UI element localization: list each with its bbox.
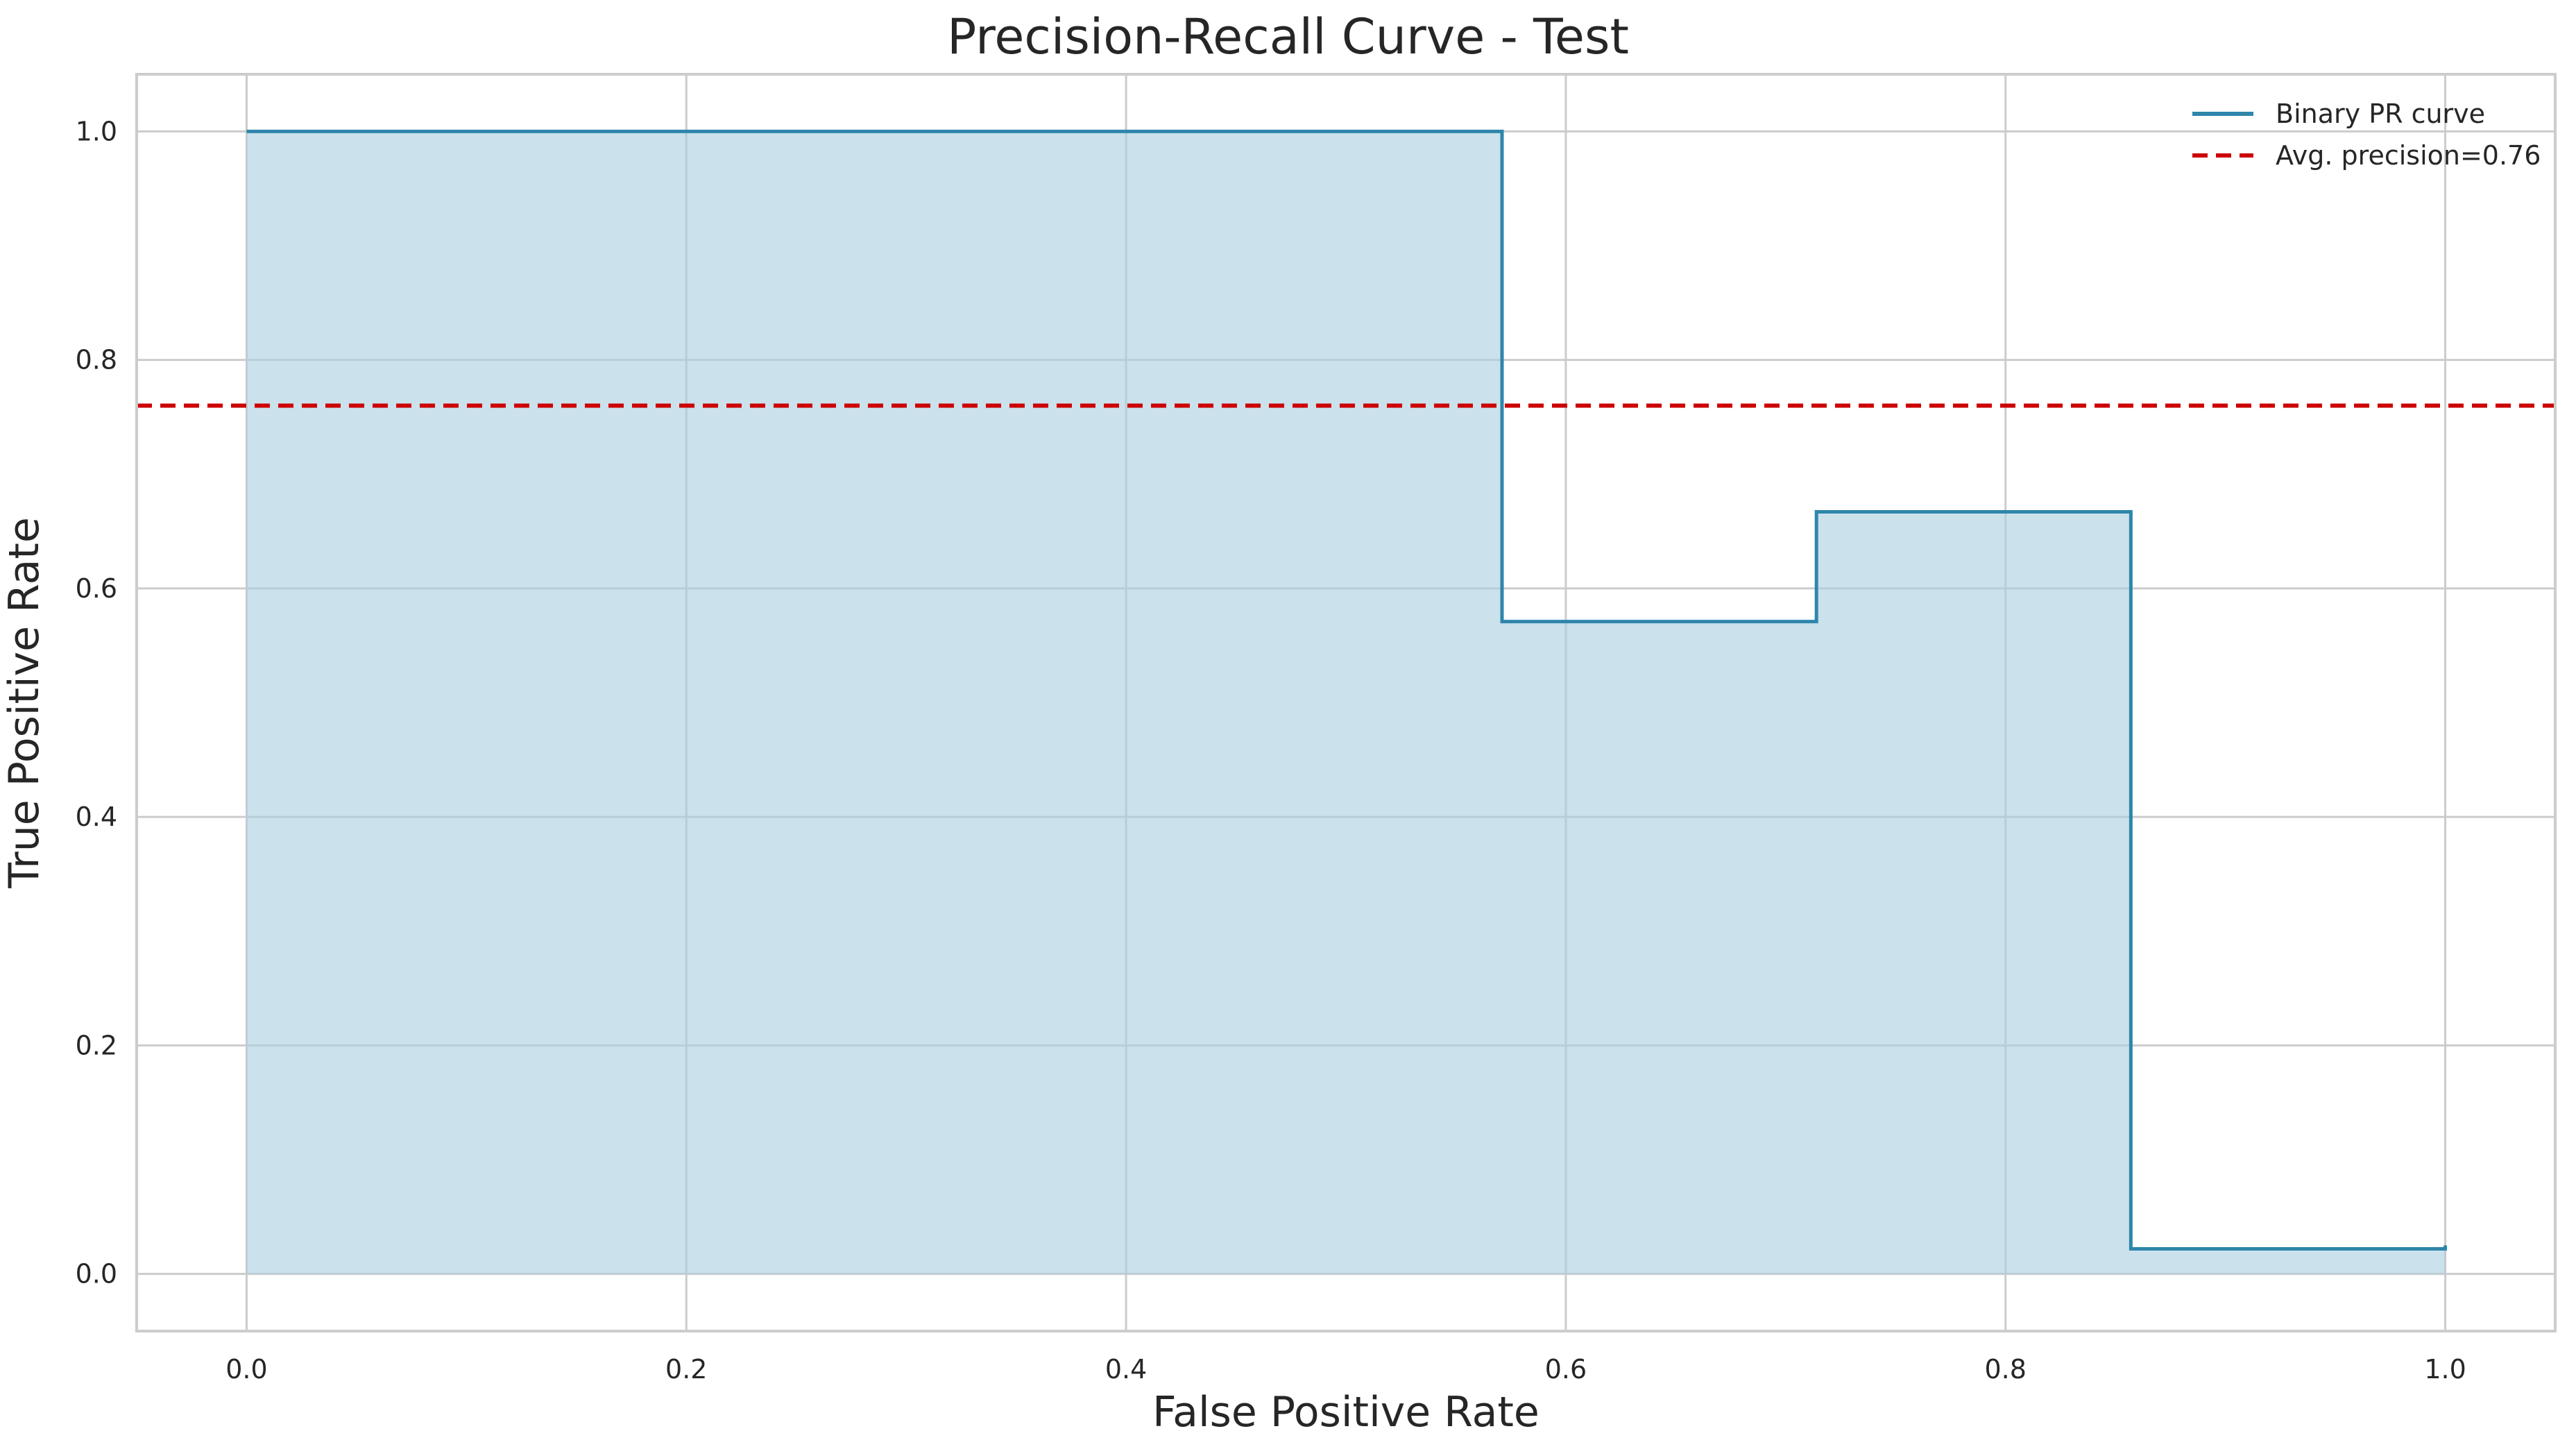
x-tick-label: 0.0	[225, 1354, 267, 1385]
legend-label: Avg. precision=0.76	[2276, 140, 2541, 171]
x-tick-label: 0.2	[665, 1354, 707, 1385]
y-tick-label: 0.2	[76, 1030, 117, 1060]
chart-title: Precision-Recall Curve - Test	[947, 8, 1629, 65]
y-tick-label: 0.8	[76, 345, 117, 375]
x-tick-label: 1.0	[2424, 1354, 2466, 1385]
pr-curve-area	[246, 131, 2446, 1274]
legend-label: Binary PR curve	[2276, 99, 2485, 129]
y-tick-label: 0.6	[76, 573, 117, 604]
x-tick-label: 0.8	[1985, 1354, 2027, 1385]
y-tick-label: 0.4	[76, 802, 117, 832]
x-tick-label: 0.6	[1545, 1354, 1587, 1385]
plot-frame	[135, 73, 2557, 1332]
legend: Binary PR curve Avg. precision=0.76	[2192, 99, 2541, 171]
x-axis-label: False Positive Rate	[1152, 1388, 1539, 1437]
y-axis-label: True Positive Rate	[0, 517, 49, 888]
pr-curve-line	[246, 129, 2448, 1251]
tick-layer: 0.0 0.2 0.4 0.6 0.8 1.0 0.0 0.2 0.4 0.6 0.8 1.0	[76, 116, 2466, 1385]
y-tick-label: 0.0	[76, 1259, 117, 1289]
x-tick-label: 0.4	[1105, 1354, 1147, 1385]
y-tick-label: 1.0	[76, 116, 117, 146]
series-layer	[137, 129, 2555, 1274]
